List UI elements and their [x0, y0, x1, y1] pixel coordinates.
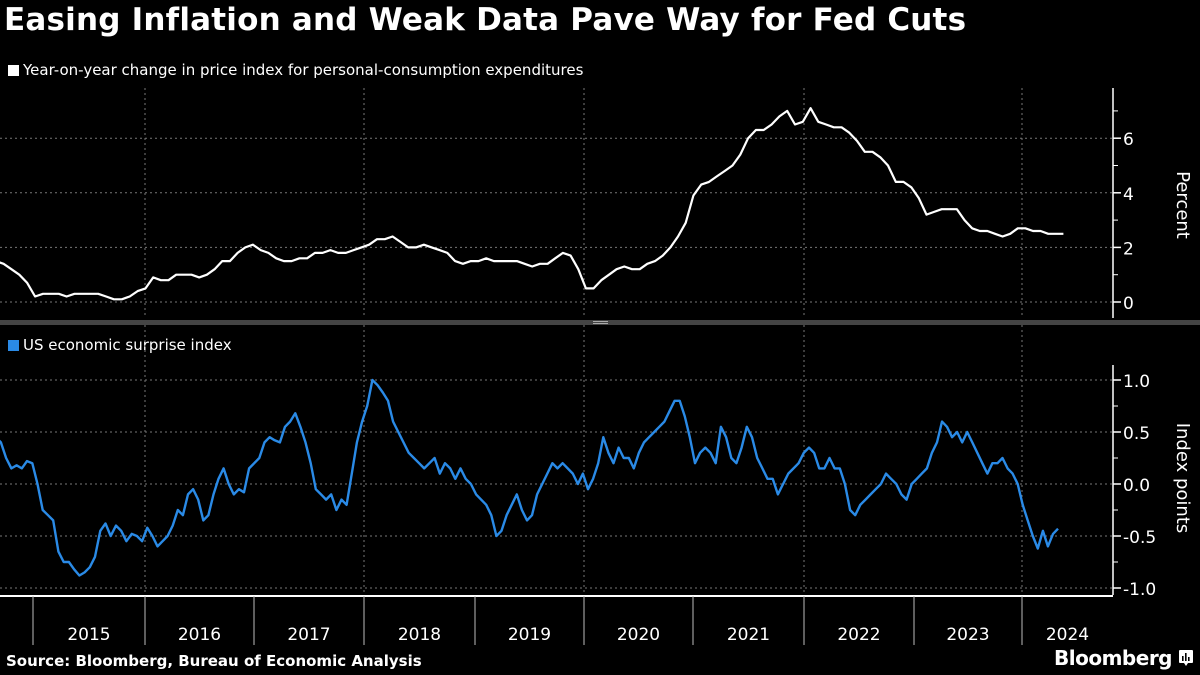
x-tick-label: 2015: [67, 625, 110, 645]
legend-swatch-pce: [8, 64, 19, 76]
gridlines-top: [0, 137, 1113, 303]
y-axis-label-bottom: Index points: [1172, 423, 1193, 534]
y-tick-label-top: 2: [1123, 239, 1134, 259]
legend-top: Year-on-year change in price index for p…: [8, 61, 583, 79]
y-tick-label-top: 0: [1123, 294, 1134, 314]
source-note: Source: Bloomberg, Bureau of Economic An…: [6, 652, 422, 670]
y-tick-label-bottom: 0.5: [1123, 424, 1150, 444]
x-tick-label: 2020: [617, 625, 660, 645]
brand: Bloomberg: [1054, 646, 1194, 670]
brand-wordmark: Bloomberg: [1054, 646, 1172, 670]
x-tick-label: 2016: [178, 625, 221, 645]
vertical-gridlines: [144, 88, 1023, 595]
x-tick-label: 2022: [837, 625, 880, 645]
divider-handle-line-2[interactable]: [593, 323, 608, 324]
y-tick-label-bottom: -1.0: [1123, 580, 1156, 600]
gridlines-bottom: [0, 379, 1113, 589]
x-tick-label: 2023: [946, 625, 989, 645]
x-tick-label: 2018: [398, 625, 441, 645]
y-tick-label-bottom: 1.0: [1123, 372, 1150, 392]
divider-handle-line-1[interactable]: [593, 321, 608, 322]
x-tick-label: 2019: [508, 625, 551, 645]
legend-swatch-surprise: [8, 339, 19, 351]
legend-label-pce: Year-on-year change in price index for p…: [23, 61, 584, 79]
x-tick-label: 2024: [1046, 625, 1089, 645]
pce-line: [0, 107, 1064, 301]
x-tick-label: 2017: [287, 625, 330, 645]
y-tick-label-top: 4: [1123, 185, 1134, 205]
y-tick-label-bottom: -0.5: [1123, 528, 1156, 548]
bloomberg-chart-icon: [1179, 650, 1193, 666]
x-tick-label: 2021: [727, 625, 770, 645]
surprise-index-line: [0, 378, 1059, 577]
series-lines: [0, 107, 1064, 577]
y-tick-label-bottom: 0.0: [1123, 476, 1150, 496]
legend-label-surprise: US economic surprise index: [23, 336, 232, 354]
y-axis-bottom: 1.0 0.5 0.0 -0.5 -1.0: [1112, 365, 1156, 600]
y-axis-label-top: Percent: [1172, 171, 1193, 239]
y-axis-top: 0 2 4 6: [1112, 88, 1134, 318]
legend-bottom: US economic surprise index: [8, 336, 232, 354]
y-tick-label-top: 6: [1123, 130, 1134, 150]
panel-divider[interactable]: [0, 320, 1200, 325]
chart-title: Easing Inflation and Weak Data Pave Way …: [4, 2, 967, 38]
x-axis: 2015 2016 2017 2018 2019 2020 2021 2022 2023 2024: [0, 595, 1113, 645]
